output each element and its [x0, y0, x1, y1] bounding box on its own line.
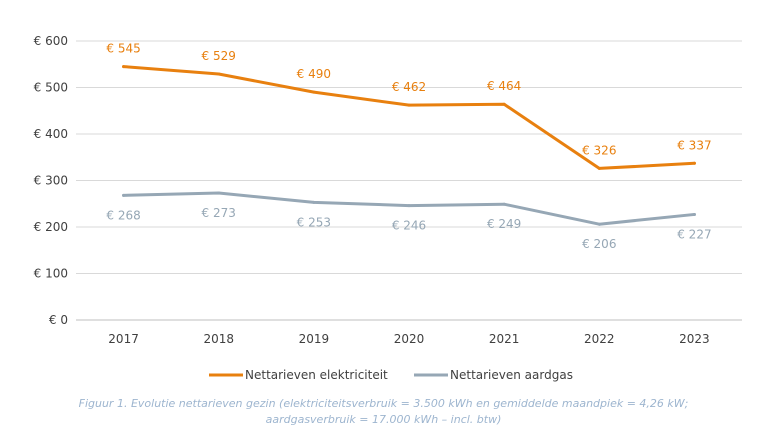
data-point: [597, 166, 601, 170]
data-point: [502, 202, 506, 206]
line-chart: € 0 € 100 € 200 € 300 € 400 € 500 € 600 2017 201…: [34, 34, 742, 382]
y-tick-label: € 500: [34, 81, 68, 95]
data-label: € 545: [106, 42, 140, 56]
data-point: [122, 193, 126, 197]
data-point: [502, 102, 506, 106]
data-point: [407, 204, 411, 208]
data-point: [407, 103, 411, 107]
data-label: € 249: [487, 217, 521, 231]
y-tick-label: € 0: [49, 313, 68, 327]
x-tick-label: 2018: [203, 332, 234, 346]
y-tick-label: € 300: [34, 174, 68, 188]
y-tick-label: € 600: [34, 34, 68, 48]
x-tick-label: 2019: [299, 332, 330, 346]
figure-caption: Figuur 1. Evolutie nettarieven gezin (el…: [0, 396, 767, 428]
x-tick-label: 2023: [679, 332, 710, 346]
data-point: [312, 200, 316, 204]
data-label: € 490: [297, 67, 331, 81]
data-point: [597, 222, 601, 226]
data-label: € 464: [487, 79, 521, 93]
data-label: € 462: [392, 80, 426, 94]
data-label: € 253: [297, 215, 331, 229]
data-label: € 337: [677, 138, 711, 152]
data-point: [692, 161, 696, 165]
data-point: [312, 90, 316, 94]
y-tick-label: € 100: [34, 267, 68, 281]
caption-line-2: aardgasverbruik = 17.000 kWh – incl. btw…: [265, 413, 502, 426]
data-point: [217, 191, 221, 195]
data-label: € 246: [392, 219, 426, 233]
caption-line-1: Figuur 1. Evolutie nettarieven gezin (el…: [78, 397, 689, 410]
legend-label: Nettarieven elektriciteit: [245, 368, 388, 382]
x-tick-label: 2017: [108, 332, 139, 346]
data-point: [217, 72, 221, 76]
data-label: € 227: [677, 227, 711, 241]
x-tick-label: 2022: [584, 332, 615, 346]
x-tick-label: 2020: [394, 332, 425, 346]
data-point: [122, 65, 126, 69]
y-tick-label: € 400: [34, 127, 68, 141]
y-tick-label: € 200: [34, 220, 68, 234]
legend-label: Nettarieven aardgas: [450, 368, 573, 382]
x-tick-label: 2021: [489, 332, 520, 346]
data-label: € 206: [582, 237, 616, 251]
data-label: € 273: [202, 206, 236, 220]
data-label: € 529: [202, 49, 236, 63]
data-label: € 326: [582, 143, 616, 157]
data-point: [692, 212, 696, 216]
data-label: € 268: [106, 208, 140, 222]
